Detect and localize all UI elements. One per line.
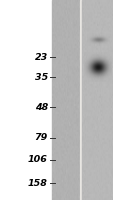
Text: 106: 106 bbox=[28, 156, 47, 164]
Text: 158: 158 bbox=[28, 178, 47, 188]
Bar bbox=[0, 0, 50, 200]
Text: 35: 35 bbox=[34, 72, 47, 82]
Bar bbox=[79, 0, 81, 200]
Text: 23: 23 bbox=[34, 52, 47, 62]
Bar bbox=[52, 0, 79, 200]
Text: 48: 48 bbox=[34, 102, 47, 112]
Bar bbox=[81, 0, 113, 200]
Text: 79: 79 bbox=[34, 134, 47, 142]
